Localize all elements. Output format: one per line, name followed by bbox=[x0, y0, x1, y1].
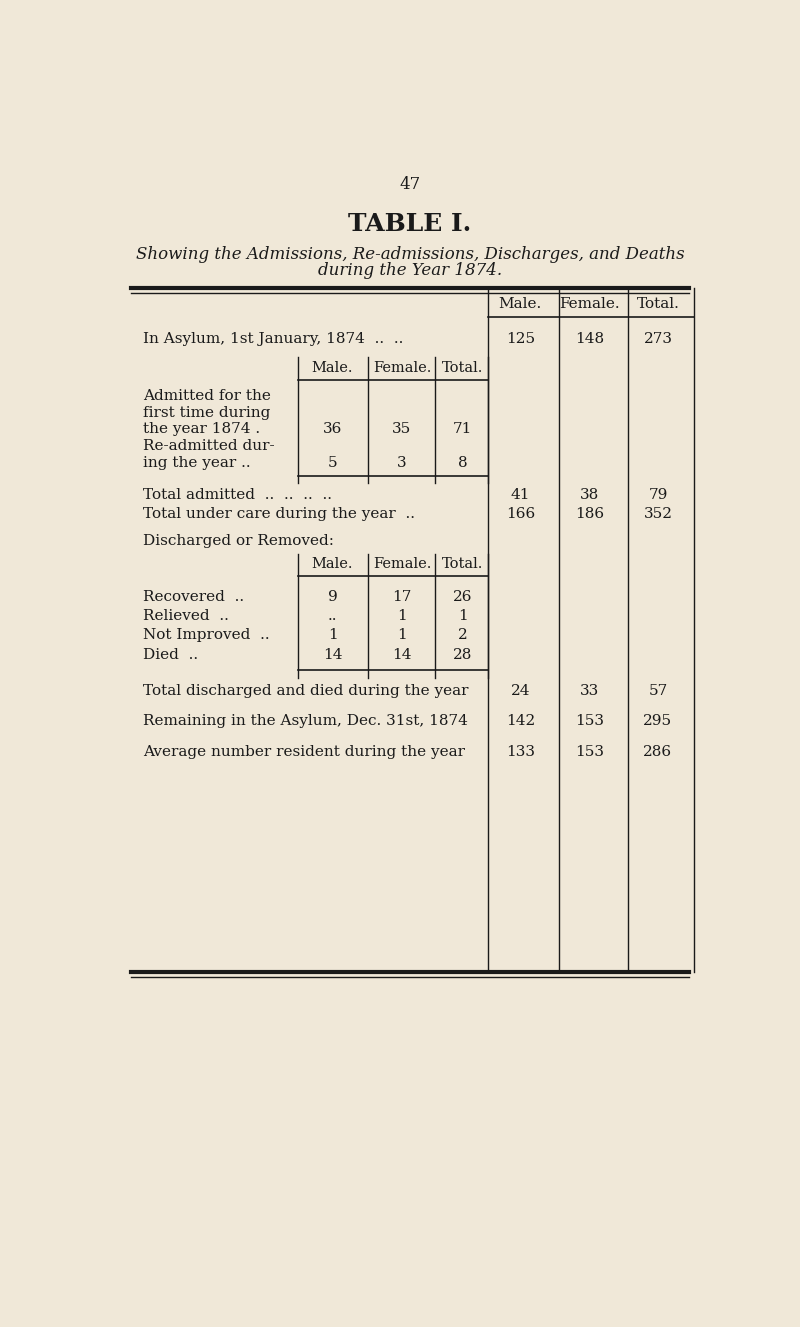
Text: 36: 36 bbox=[323, 422, 342, 437]
Text: Female.: Female. bbox=[373, 361, 431, 374]
Text: Recovered  ..: Recovered .. bbox=[143, 589, 245, 604]
Text: Total discharged and died during the year: Total discharged and died during the yea… bbox=[143, 683, 469, 698]
Text: ing the year ..: ing the year .. bbox=[143, 455, 251, 470]
Text: 28: 28 bbox=[453, 648, 472, 662]
Text: 14: 14 bbox=[392, 648, 412, 662]
Text: 1: 1 bbox=[458, 609, 467, 622]
Text: In Asylum, 1st January, 1874  ..  ..: In Asylum, 1st January, 1874 .. .. bbox=[143, 332, 404, 346]
Text: 47: 47 bbox=[399, 176, 421, 194]
Text: Female.: Female. bbox=[559, 297, 620, 312]
Text: 295: 295 bbox=[643, 714, 673, 729]
Text: 148: 148 bbox=[575, 332, 604, 346]
Text: Male.: Male. bbox=[498, 297, 542, 312]
Text: 153: 153 bbox=[575, 714, 604, 729]
Text: first time during: first time during bbox=[143, 406, 270, 419]
Text: during the Year 1874.: during the Year 1874. bbox=[318, 263, 502, 279]
Text: 57: 57 bbox=[648, 683, 668, 698]
Text: 186: 186 bbox=[575, 507, 604, 520]
Text: Re-admitted dur-: Re-admitted dur- bbox=[143, 439, 275, 454]
Text: Admitted for the: Admitted for the bbox=[143, 389, 271, 403]
Text: 286: 286 bbox=[643, 744, 673, 759]
Text: Not Improved  ..: Not Improved .. bbox=[143, 629, 270, 642]
Text: 133: 133 bbox=[506, 744, 535, 759]
Text: Showing the Admissions, Re-admissions, Discharges, and Deaths: Showing the Admissions, Re-admissions, D… bbox=[136, 245, 684, 263]
Text: 8: 8 bbox=[458, 455, 467, 470]
Text: 1: 1 bbox=[397, 629, 407, 642]
Text: TABLE I.: TABLE I. bbox=[348, 211, 472, 236]
Text: Total.: Total. bbox=[637, 297, 679, 312]
Text: Relieved  ..: Relieved .. bbox=[143, 609, 230, 622]
Text: Remaining in the Asylum, Dec. 31st, 1874: Remaining in the Asylum, Dec. 31st, 1874 bbox=[143, 714, 468, 729]
Text: 35: 35 bbox=[392, 422, 411, 437]
Text: 142: 142 bbox=[506, 714, 535, 729]
Text: Total under care during the year  ..: Total under care during the year .. bbox=[143, 507, 415, 520]
Text: 71: 71 bbox=[453, 422, 472, 437]
Text: Discharged or Removed:: Discharged or Removed: bbox=[143, 535, 334, 548]
Text: 26: 26 bbox=[453, 589, 473, 604]
Text: Died  ..: Died .. bbox=[143, 648, 198, 662]
Text: Total.: Total. bbox=[442, 361, 483, 374]
Text: Male.: Male. bbox=[312, 361, 354, 374]
Text: Male.: Male. bbox=[312, 557, 354, 571]
Text: 38: 38 bbox=[580, 488, 599, 503]
Text: Female.: Female. bbox=[373, 557, 431, 571]
Text: 273: 273 bbox=[643, 332, 673, 346]
Text: 41: 41 bbox=[510, 488, 530, 503]
Text: Total.: Total. bbox=[442, 557, 483, 571]
Text: 24: 24 bbox=[510, 683, 530, 698]
Text: Average number resident during the year: Average number resident during the year bbox=[143, 744, 466, 759]
Text: 1: 1 bbox=[397, 609, 407, 622]
Text: 3: 3 bbox=[397, 455, 406, 470]
Text: 9: 9 bbox=[328, 589, 338, 604]
Text: 125: 125 bbox=[506, 332, 535, 346]
Text: 166: 166 bbox=[506, 507, 535, 520]
Text: 14: 14 bbox=[322, 648, 342, 662]
Text: 5: 5 bbox=[328, 455, 338, 470]
Text: 33: 33 bbox=[580, 683, 599, 698]
Text: 2: 2 bbox=[458, 629, 467, 642]
Text: 1: 1 bbox=[328, 629, 338, 642]
Text: 79: 79 bbox=[648, 488, 668, 503]
Text: 352: 352 bbox=[643, 507, 673, 520]
Text: 17: 17 bbox=[392, 589, 412, 604]
Text: Total admitted  ..  ..  ..  ..: Total admitted .. .. .. .. bbox=[143, 488, 333, 503]
Text: ..: .. bbox=[328, 609, 338, 622]
Text: 153: 153 bbox=[575, 744, 604, 759]
Text: the year 1874 .: the year 1874 . bbox=[143, 422, 261, 437]
